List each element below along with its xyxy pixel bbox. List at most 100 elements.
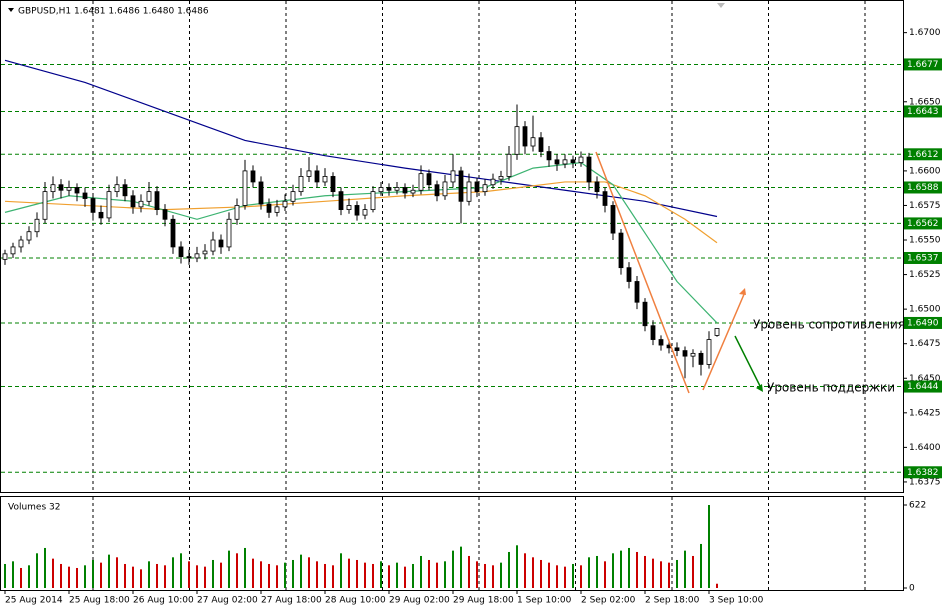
candle-body: [570, 159, 576, 163]
candle-body: [274, 206, 280, 213]
y-tick-label: 1.6400: [909, 443, 941, 453]
candle-body: [58, 184, 64, 191]
candle-body: [130, 195, 136, 208]
x-tick-label: 2 Sep 02:00: [581, 596, 636, 606]
level-label: 1.6490: [907, 318, 939, 328]
level-label: 1.6537: [907, 253, 939, 263]
candle-body: [586, 156, 592, 183]
candle-body: [650, 325, 656, 340]
candle-body: [90, 198, 96, 213]
level-label: 1.6612: [907, 150, 939, 160]
candle-body: [386, 187, 392, 191]
x-tick-label: 27 Aug 18:00: [261, 596, 322, 606]
candle-body: [682, 350, 688, 357]
shift-marker: [717, 3, 725, 8]
candle-body: [210, 239, 216, 252]
candle-body: [314, 170, 320, 183]
y-tick-label: 1.6500: [909, 305, 941, 315]
candle-body: [554, 159, 560, 165]
candle-body: [234, 205, 240, 220]
candle-body: [594, 181, 600, 193]
candle-body: [658, 339, 664, 346]
candle-body: [306, 170, 312, 177]
candle-body: [242, 170, 248, 206]
level-label: 1.6643: [907, 107, 939, 117]
candle-body: [202, 250, 208, 255]
candle-body: [370, 191, 376, 211]
level-tag: [904, 181, 942, 194]
candle-body: [170, 218, 176, 248]
candle-body: [226, 218, 232, 248]
x-tick-label: 27 Aug 02:00: [197, 596, 258, 606]
candle-body: [42, 191, 48, 220]
volume-tick-label: 622: [909, 501, 926, 511]
candle-body: [434, 184, 440, 197]
candle-body: [474, 181, 480, 193]
price-pane: [0, 0, 904, 493]
candle-body: [322, 176, 328, 183]
candle-body: [634, 281, 640, 303]
candle-body: [194, 253, 200, 259]
x-tick-label: 28 Aug 10:00: [325, 596, 386, 606]
candle-body: [546, 151, 552, 161]
orange-arrow: [595, 151, 746, 394]
candle-body: [530, 137, 536, 147]
candle-body: [394, 187, 400, 191]
y-tick-label: 1.6700: [909, 28, 941, 38]
candle-body: [618, 232, 624, 269]
y-tick-label: 1.6600: [909, 166, 941, 176]
arrow-head: [739, 288, 746, 295]
menu-marker: [8, 8, 14, 12]
candle-body: [18, 239, 24, 248]
level-tag: [904, 251, 942, 264]
candle-body: [178, 246, 184, 258]
candle-body: [690, 352, 696, 357]
y-tick-label: 1.6375: [909, 477, 941, 487]
candle-body: [10, 246, 16, 255]
candle-body: [82, 192, 88, 199]
green-arrow: [734, 335, 761, 387]
y-tick-label: 1.6425: [909, 408, 941, 418]
candle-body: [362, 209, 368, 216]
level-label: 1.6677: [907, 60, 939, 70]
y-tick-label: 1.6575: [909, 201, 941, 211]
candle-body: [258, 181, 264, 205]
candle-body: [154, 191, 160, 211]
level-tag: [904, 148, 942, 161]
vertical-grid: [92, 1, 866, 590]
candle-body: [378, 187, 384, 193]
candle-body: [146, 191, 152, 202]
trend-arrows: [595, 151, 763, 394]
candle-body: [490, 178, 496, 186]
y-tick-label: 1.6450: [909, 374, 941, 384]
candle-body: [538, 137, 544, 152]
level-label: 1.6588: [907, 183, 939, 193]
candle-body: [714, 328, 720, 336]
candle-body: [162, 209, 168, 220]
x-tick-label: 3 Sep 10:00: [709, 596, 764, 606]
candle-body: [626, 267, 632, 282]
chart-title: GBPUSD,H1 1.6481 1.6486 1.6480 1.6486: [18, 7, 209, 17]
candle-body: [562, 159, 568, 165]
arrow-head: [756, 384, 763, 392]
y-tick-label: 1.6650: [909, 97, 941, 107]
candle-body: [506, 153, 512, 177]
candle-body: [426, 173, 432, 186]
candle-body: [402, 187, 408, 194]
candle-body: [346, 205, 352, 211]
resistance-label: Уровень сопротивления: [753, 318, 905, 332]
candle-body: [410, 189, 416, 194]
volume-title: Volumes 32: [8, 503, 60, 513]
support-label: Уровень поддержки: [767, 381, 895, 395]
level-tag: [904, 466, 942, 479]
candle-body: [98, 211, 104, 219]
candle-body: [522, 126, 528, 147]
candle-body: [514, 126, 520, 155]
candle-body: [354, 205, 360, 216]
candle-body: [266, 203, 272, 213]
candle-body: [642, 301, 648, 327]
candle-body: [74, 187, 80, 194]
level-tag: [904, 380, 942, 393]
